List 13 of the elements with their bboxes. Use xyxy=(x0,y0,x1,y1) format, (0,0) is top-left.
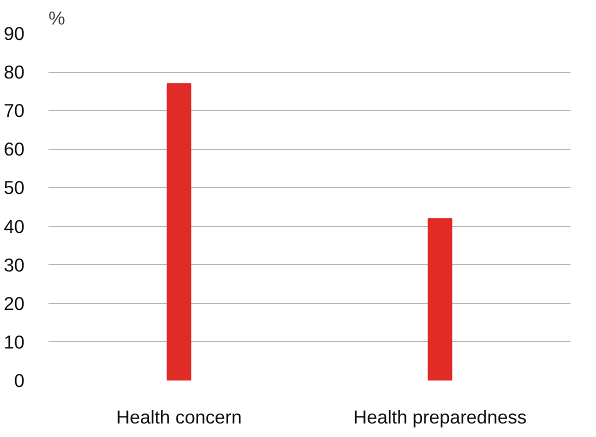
y-axis-title: % xyxy=(48,8,66,28)
y-tick-label: 20 xyxy=(4,292,25,314)
y-tick-label: 0 xyxy=(14,370,25,391)
y-tick-label: 80 xyxy=(4,62,25,83)
y-tick-label: 90 xyxy=(4,23,25,44)
y-tick-label: 30 xyxy=(4,254,25,276)
x-tick-label: Health concern xyxy=(116,406,242,428)
y-tick-label: 70 xyxy=(4,100,25,122)
y-tick-label: 50 xyxy=(4,177,25,198)
y-tick-label: 40 xyxy=(4,216,25,237)
y-tick-label: 60 xyxy=(4,138,25,160)
y-tick-label: 10 xyxy=(4,331,25,352)
x-tick-label: Health preparedness xyxy=(353,406,527,428)
